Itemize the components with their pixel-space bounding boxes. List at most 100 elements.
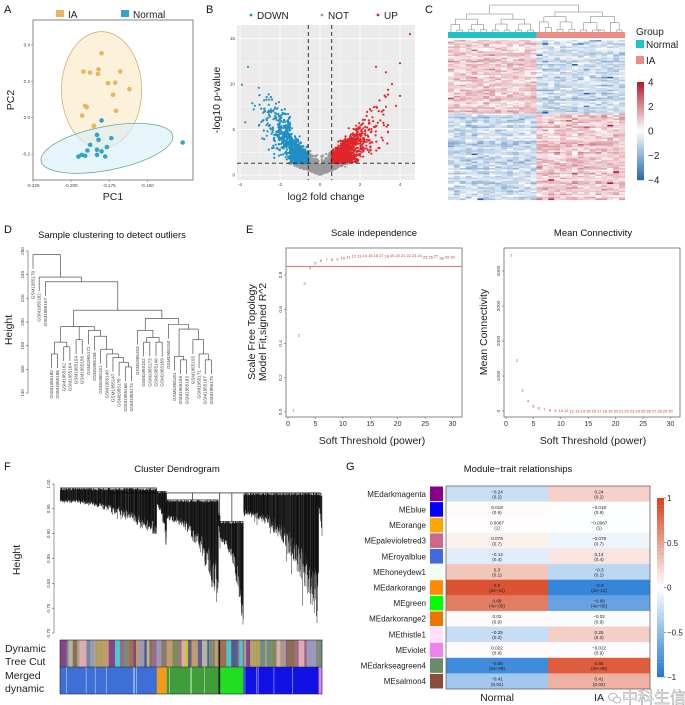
volcano-point-not: [322, 154, 325, 157]
volcano-point-down: [281, 140, 284, 143]
volcano-point-up: [367, 135, 370, 138]
volcano-point-down: [275, 112, 278, 115]
volcano-point-down: [273, 139, 276, 143]
volcano-point-up: [386, 93, 390, 96]
volcano-point-down: [282, 134, 285, 137]
pca-point-normal: [99, 118, 104, 123]
volcano-point-not: [317, 169, 320, 172]
volcano-point-down: [288, 116, 291, 119]
volcano-point-up: [382, 121, 385, 124]
volcano-point-down: [282, 136, 285, 139]
volcano-point-up: [361, 122, 365, 125]
volcano-point-not: [336, 164, 339, 167]
volcano-point-up: [361, 147, 364, 150]
volcano-point-not: [323, 167, 326, 170]
volcano-point-up: [350, 153, 353, 156]
volcano-point-up: [332, 150, 335, 153]
volcano-point-up: [366, 138, 369, 141]
volcano-point-down: [281, 138, 284, 141]
pca-point-normal: [180, 140, 185, 145]
pca-point-normal: [104, 144, 110, 150]
y-tick-label: 0.2: [24, 79, 31, 84]
volcano-point-down: [273, 133, 276, 136]
volcano-point-up: [359, 144, 362, 147]
volcano-point-up: [360, 151, 363, 154]
volcano-point-up: [372, 120, 375, 123]
pca-point-ia: [113, 108, 119, 114]
volcano-point-down: [263, 138, 266, 141]
pca-point-ia: [99, 51, 104, 56]
pca-point-normal: [94, 147, 100, 153]
volcano-point-up: [367, 129, 370, 132]
volcano-point-not: [309, 166, 312, 169]
y-tick-label: 0.0: [24, 115, 31, 120]
volcano-point-down: [284, 120, 287, 123]
pca-point-ia: [87, 70, 93, 75]
pca-point-ia: [127, 86, 132, 92]
volcano-point-down: [258, 94, 261, 97]
volcano-point-not: [318, 163, 322, 166]
volcano-plot-background: [237, 25, 415, 180]
volcano-point-up: [362, 127, 365, 130]
volcano-point-down: [277, 131, 280, 134]
volcano-point-down: [269, 96, 273, 99]
pca-point-ia: [118, 69, 123, 74]
volcano-point-not: [317, 167, 320, 170]
volcano-point-up: [343, 157, 346, 160]
pca-point-normal: [82, 153, 88, 159]
volcano-point-down: [301, 154, 304, 157]
pca-point-normal: [94, 152, 100, 158]
volcano-point-not: [320, 155, 323, 158]
volcano-point-down: [277, 148, 280, 151]
volcano-point-up: [381, 139, 384, 142]
volcano-point-down: [288, 128, 291, 131]
volcano-point-down: [272, 144, 275, 147]
volcano-point-up: [353, 142, 356, 145]
volcano-point-up: [354, 148, 357, 151]
volcano-point-down: [277, 112, 280, 115]
volcano-point-up: [370, 152, 373, 155]
volcano-point-down: [275, 116, 278, 119]
volcano-point-down: [267, 103, 270, 106]
volcano-point-down: [278, 122, 281, 125]
volcano-point-up: [386, 123, 390, 127]
volcano-point-down: [290, 127, 293, 130]
volcano-point-up: [377, 147, 380, 150]
volcano-point-not: [313, 163, 317, 166]
pca-point-normal: [96, 137, 101, 143]
volcano-point-not: [308, 151, 311, 154]
pca-point-ia: [91, 123, 97, 129]
volcano-point-down: [299, 142, 302, 145]
pca-point-normal: [94, 132, 100, 138]
volcano-point-not: [325, 157, 328, 160]
volcano-point-not: [312, 155, 315, 158]
legend-not-dot: [320, 13, 324, 17]
legend-up-dot: [376, 13, 380, 17]
volcano-point-up: [382, 124, 385, 127]
volcano-point-up: [365, 140, 368, 143]
pca-point-ia: [105, 80, 111, 86]
legend-normal-label: Normal: [133, 10, 165, 21]
volcano-point-up: [361, 118, 364, 121]
volcano-point-up: [375, 149, 378, 152]
pca-point-ia: [79, 113, 85, 118]
volcano-point-down: [265, 134, 268, 137]
volcano-point-not: [305, 166, 308, 169]
volcano-point-up: [363, 138, 366, 141]
volcano-point-up: [364, 129, 367, 132]
volcano-point-not: [333, 167, 336, 170]
volcano-point-down: [273, 108, 276, 111]
volcano-point-up: [342, 154, 345, 157]
volcano-point-up: [351, 139, 354, 142]
volcano-point-up: [349, 158, 352, 162]
volcano-point-down: [265, 119, 269, 122]
pca-point-ia: [96, 67, 101, 72]
volcano-point-up: [339, 140, 342, 143]
volcano-point-down: [276, 133, 279, 136]
volcano-point-down: [277, 114, 280, 117]
volcano-point-up: [371, 116, 374, 119]
volcano-point-up: [344, 137, 347, 140]
volcano-point-up: [344, 135, 347, 138]
volcano-point-down: [261, 137, 264, 140]
volcano-point-up: [371, 141, 374, 144]
